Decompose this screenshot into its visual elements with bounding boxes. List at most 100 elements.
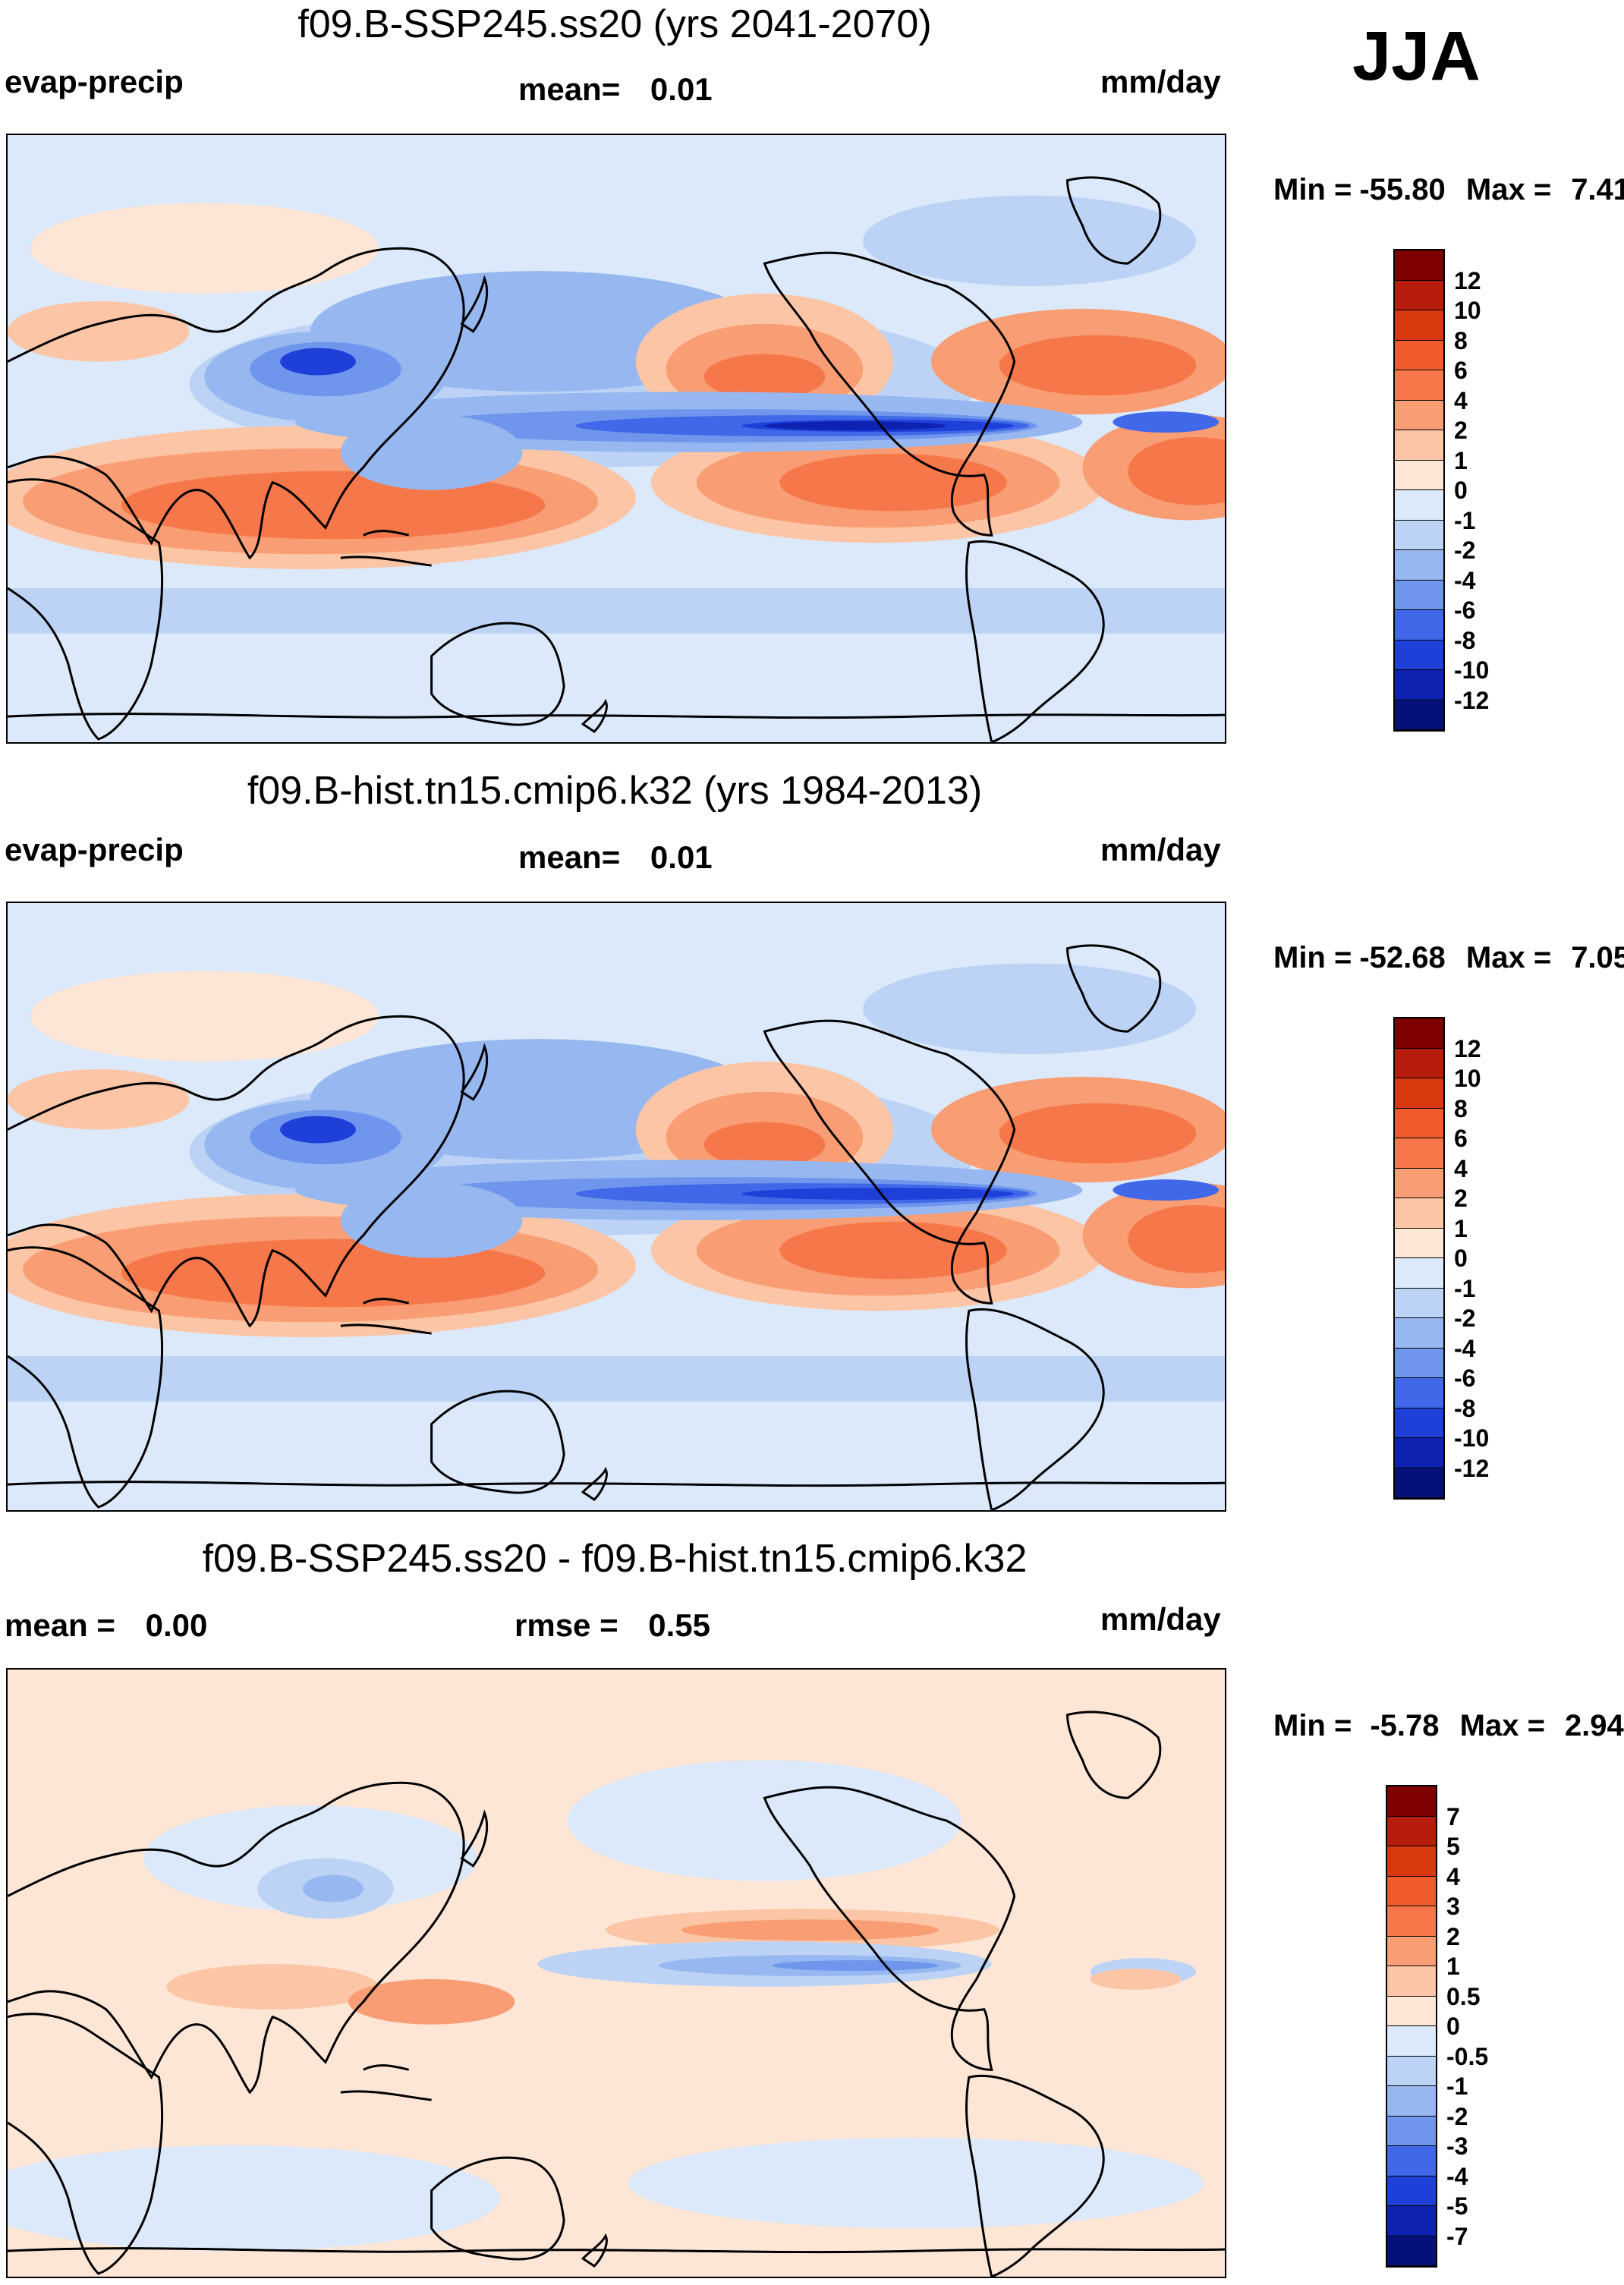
mean-label-text: mean= (518, 839, 621, 875)
colorbar-cell (1387, 2236, 1436, 2266)
min-max-readout: Min = -5.78 Max = 2.94 (1273, 1709, 1624, 1743)
colorbar-tick-label: -4 (1446, 2162, 1468, 2190)
colorbar-cell (1395, 550, 1443, 581)
min-value: -55.80 (1359, 173, 1446, 206)
colorbar-tick-label: 6 (1454, 357, 1468, 384)
colorbar-tick-label: -0.5 (1446, 2042, 1489, 2070)
colorbar-cell (1395, 370, 1443, 401)
units-label: mm/day (1100, 832, 1221, 867)
colorbar-cell (1395, 310, 1443, 341)
colorbar-tick-label: -3 (1446, 2132, 1468, 2160)
season-label: JJA (1352, 17, 1481, 95)
mean-label: mean= 0.01 (518, 839, 713, 876)
colorbar-cell (1395, 1378, 1443, 1408)
colorbar-tick-label: 10 (1454, 1065, 1481, 1092)
colorbar-tick-label: 12 (1454, 266, 1481, 294)
colorbar-cell (1387, 1786, 1436, 1817)
mean-label-text: mean = (5, 1607, 115, 1643)
colorbar-cell (1395, 1318, 1443, 1349)
colorbar-tick-label: -1 (1454, 1274, 1476, 1302)
colorbar-tick-label: -10 (1454, 1424, 1490, 1452)
colorbar-tick-label: -12 (1454, 686, 1490, 714)
mean-value: 0.00 (145, 1607, 208, 1643)
colorbar-tick-label: -2 (1454, 537, 1476, 564)
colorbar-cell (1395, 1228, 1443, 1258)
mean-label: mean= 0.01 (518, 71, 713, 108)
colorbar-cell (1387, 2116, 1436, 2146)
colorbar-tick-label: 1 (1454, 446, 1468, 474)
colorbar-cell (1395, 1138, 1443, 1169)
colorbar-tick-label: -8 (1454, 626, 1476, 654)
colorbar-cell (1395, 1258, 1443, 1289)
colorbar-tick-label: -12 (1454, 1454, 1490, 1482)
colorbar-tick-label: 0.5 (1446, 1982, 1481, 2010)
colorbar-tick-label: 2 (1446, 1922, 1460, 1950)
colorbar-tick-label: -4 (1454, 1334, 1476, 1362)
colorbar-cell (1395, 460, 1443, 490)
units-label: mm/day (1100, 1601, 1221, 1637)
max-label: Max = (1465, 173, 1552, 206)
variable-label: evap-precip (5, 64, 184, 99)
colorbar-cell (1395, 670, 1443, 700)
colorbar-tick-label: -2 (1446, 2102, 1468, 2130)
colorbar-tick-label: 4 (1454, 1154, 1468, 1182)
map-plot-difference (6, 1668, 1226, 2278)
colorbar-tick-label: 2 (1454, 417, 1468, 444)
colorbar-tick-label: -6 (1454, 596, 1476, 624)
colorbar-difference (1386, 1785, 1437, 2268)
max-value: 2.94 (1564, 1709, 1624, 1742)
colorbar-cell (1395, 1078, 1443, 1109)
rmse-value: 0.55 (648, 1607, 711, 1643)
colorbar-cell (1395, 1108, 1443, 1138)
colorbar-cell (1387, 2056, 1436, 2086)
colorbar-cell (1395, 700, 1443, 730)
colorbar-tick-label: 1 (1446, 1953, 1460, 1980)
mean-label: mean = 0.00 (5, 1607, 207, 1644)
colorbar-cell (1395, 490, 1443, 521)
colorbar-cell (1387, 1996, 1436, 2026)
colorbar-cell (1395, 580, 1443, 610)
colorbar-cell (1395, 1198, 1443, 1229)
colorbar-cell (1395, 1438, 1443, 1468)
panel-title: f09.B-hist.tn15.cmip6.k32 (yrs 1984-2013… (247, 769, 983, 813)
colorbar-tick-label: -8 (1454, 1394, 1476, 1422)
max-label: Max = (1465, 941, 1552, 974)
min-label: Min = (1273, 1709, 1352, 1742)
variable-label: evap-precip (5, 832, 184, 867)
colorbar-cell (1395, 280, 1443, 310)
colorbar-cell (1387, 1966, 1436, 1997)
rmse-label-text: rmse = (515, 1607, 618, 1643)
min-label: Min = (1273, 173, 1352, 206)
min-value: -5.78 (1370, 1709, 1440, 1742)
colorbar-tick-label: 12 (1454, 1034, 1481, 1062)
colorbar-cell (1395, 1408, 1443, 1438)
colorbar-tick-label: 3 (1446, 1893, 1460, 1920)
colorbar-tick-label: -7 (1446, 2222, 1468, 2250)
colorbar-tick-label: 4 (1446, 1862, 1460, 1890)
min-max-readout: Min = -52.68 Max = 7.05 (1273, 941, 1624, 975)
colorbar-cell (1387, 1906, 1436, 1937)
colorbar-cell (1395, 250, 1443, 281)
colorbar-cell (1387, 1846, 1436, 1877)
colorbar-cell (1387, 2086, 1436, 2117)
panel-title: f09.B-SSP245.ss20 (yrs 2041-2070) (297, 2, 932, 46)
colorbar-cell (1395, 340, 1443, 370)
units-label: mm/day (1100, 64, 1221, 99)
colorbar-tick-label: -4 (1454, 566, 1476, 594)
colorbar-cell (1395, 400, 1443, 430)
mean-value: 0.01 (650, 839, 713, 875)
colorbar-cell (1395, 1018, 1443, 1049)
map-plot-future (6, 134, 1226, 744)
colorbar-tick-label: 5 (1446, 1833, 1460, 1860)
colorbar-tick-label: 0 (1454, 477, 1468, 504)
mean-value: 0.01 (650, 71, 713, 107)
colorbar-tick-label: -1 (1454, 506, 1476, 534)
colorbar-cell (1395, 1168, 1443, 1198)
colorbar-tick-label: -1 (1446, 2073, 1468, 2100)
colorbar-cell (1387, 1816, 1436, 1846)
colorbar-tick-label: 2 (1454, 1185, 1468, 1212)
min-max-readout: Min = -55.80 Max = 7.41 (1273, 173, 1624, 207)
colorbar-tick-label: 1 (1454, 1214, 1468, 1242)
colorbar-tick-label: 7 (1446, 1802, 1460, 1830)
max-value: 7.05 (1571, 941, 1624, 974)
